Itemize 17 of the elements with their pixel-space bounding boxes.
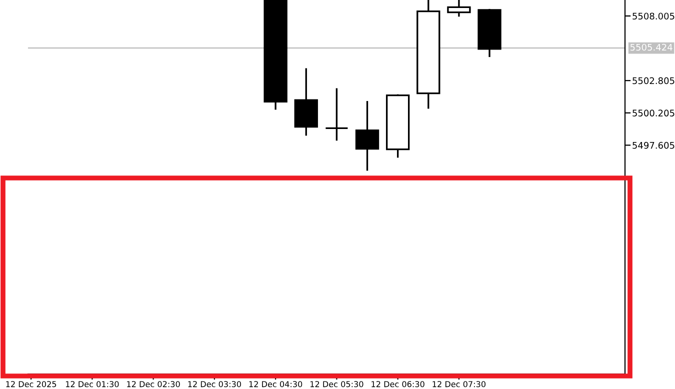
candlestick	[355, 100, 380, 172]
x-tick-label: 12 Dec 04:30	[249, 381, 302, 388]
y-tick-label: 5500.205	[632, 110, 674, 116]
x-tick-label: 12 Dec 2025	[6, 381, 56, 388]
y-tick-label: 5508.005	[632, 12, 674, 20]
x-tick-label: 12 Dec 01:30	[66, 381, 119, 388]
x-tick-label: 12 Dec 07:30	[432, 381, 486, 388]
candlestick	[447, 0, 471, 18]
candlestick	[416, 0, 440, 110]
y-tick-label: 5497.605	[632, 142, 674, 149]
ref-line-label: 5505.424	[630, 44, 672, 51]
x-tick-label: 12 Dec 03:30	[188, 381, 241, 388]
x-tick-label: 12 Dec 02:30	[127, 381, 180, 388]
y-tick-label: 5502.805	[632, 77, 674, 84]
x-tick-label: 12 Dec 05:30	[310, 381, 364, 388]
x-tick-label: 12 Dec 06:30	[372, 381, 424, 388]
candlestick	[324, 87, 349, 142]
